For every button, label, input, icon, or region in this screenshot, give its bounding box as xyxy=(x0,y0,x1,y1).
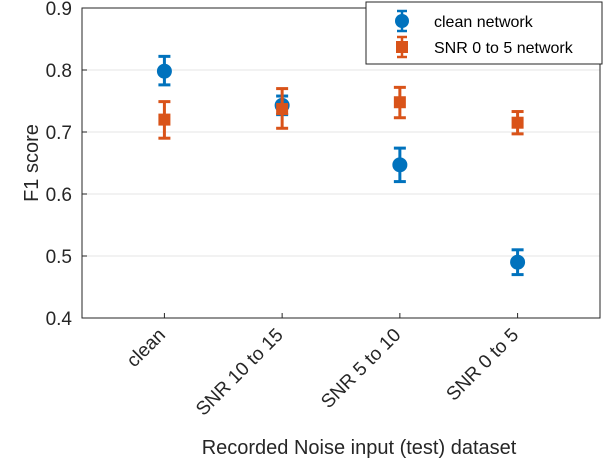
data-point-square xyxy=(393,96,406,109)
x-tick-label: SNR 0 to 5 xyxy=(443,325,524,406)
y-axis-ticks: 0.4 0.5 0.6 0.7 0.8 0.9 xyxy=(46,0,87,330)
y-tick-label: 0.9 xyxy=(46,0,72,20)
data-point-square xyxy=(276,103,289,116)
legend: clean network SNR 0 to 5 network xyxy=(365,1,603,65)
plot-area xyxy=(81,7,601,319)
legend-label: SNR 0 to 5 network xyxy=(434,40,574,57)
data-marks xyxy=(156,54,526,277)
data-point-square xyxy=(511,116,524,129)
series-2 xyxy=(158,85,524,140)
y-tick-label: 0.4 xyxy=(46,309,73,330)
x-tick-label: SNR 10 to 15 xyxy=(192,325,288,421)
y-axis-title: F1 score xyxy=(21,124,43,202)
legend-marker-square xyxy=(396,41,408,53)
data-point-circle xyxy=(392,157,408,173)
y-tick-label: 0.6 xyxy=(46,185,72,206)
legend-label: clean network xyxy=(434,14,534,31)
y-tick-label: 0.8 xyxy=(46,61,72,82)
x-axis-title: Recorded Noise input (test) dataset xyxy=(202,437,517,459)
y-tick-label: 0.7 xyxy=(46,123,72,144)
x-tick-label: clean xyxy=(123,325,170,372)
data-point-circle xyxy=(510,254,526,270)
y-tick-label: 0.5 xyxy=(46,247,72,268)
data-point-square xyxy=(158,113,171,126)
legend-box xyxy=(365,1,603,65)
legend-marker-circle xyxy=(395,14,409,28)
x-tick-label: SNR 5 to 10 xyxy=(317,325,405,413)
series-1 xyxy=(156,54,526,277)
x-axis-ticks: clean SNR 10 to 15 SNR 5 to 10 SNR 0 to 5 xyxy=(123,313,523,420)
data-point-circle xyxy=(156,63,172,79)
